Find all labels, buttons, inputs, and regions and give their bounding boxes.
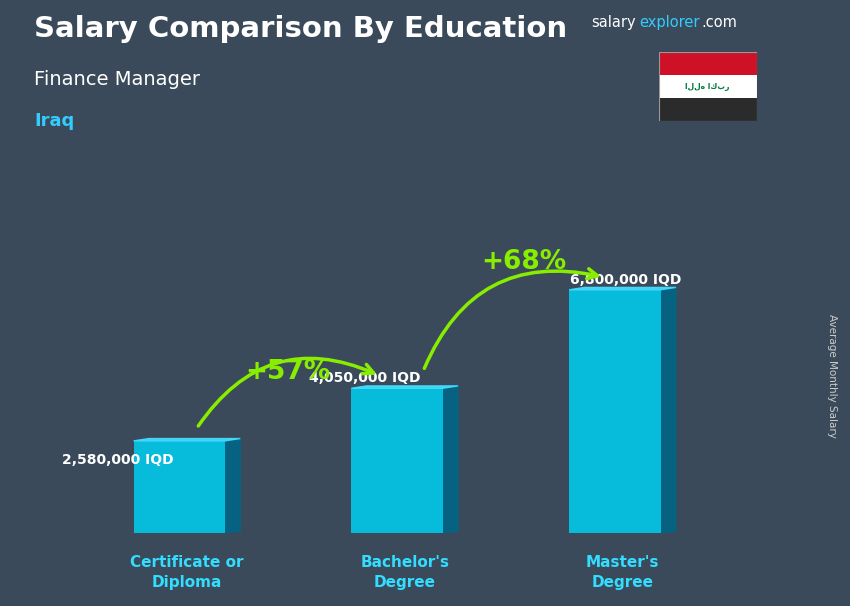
Bar (570, 290, 660, 533)
Polygon shape (351, 386, 458, 388)
Bar (659, 98, 756, 121)
Polygon shape (225, 439, 241, 533)
Text: 6,800,000 IQD: 6,800,000 IQD (570, 273, 682, 287)
Text: Salary Comparison By Education: Salary Comparison By Education (34, 15, 567, 43)
Bar (351, 388, 443, 533)
Bar (133, 441, 225, 533)
Text: salary: salary (591, 15, 635, 30)
Bar (659, 75, 756, 98)
Text: +68%: +68% (481, 249, 566, 275)
Text: Certificate or
Diploma: Certificate or Diploma (130, 555, 244, 590)
Text: الله اكبر: الله اكبر (685, 82, 730, 91)
Text: Iraq: Iraq (34, 112, 74, 130)
Bar (659, 52, 756, 75)
Text: +57%: +57% (246, 359, 331, 385)
Text: Average Monthly Salary: Average Monthly Salary (827, 314, 837, 438)
Polygon shape (570, 287, 676, 290)
Polygon shape (660, 287, 676, 533)
Polygon shape (443, 386, 458, 533)
Text: Bachelor's
Degree: Bachelor's Degree (360, 555, 450, 590)
Text: 4,050,000 IQD: 4,050,000 IQD (309, 371, 420, 385)
Text: 2,580,000 IQD: 2,580,000 IQD (63, 453, 174, 467)
Polygon shape (133, 439, 241, 441)
Text: .com: .com (701, 15, 737, 30)
Text: Finance Manager: Finance Manager (34, 70, 200, 88)
Text: explorer: explorer (639, 15, 700, 30)
Text: Master's
Degree: Master's Degree (586, 555, 660, 590)
